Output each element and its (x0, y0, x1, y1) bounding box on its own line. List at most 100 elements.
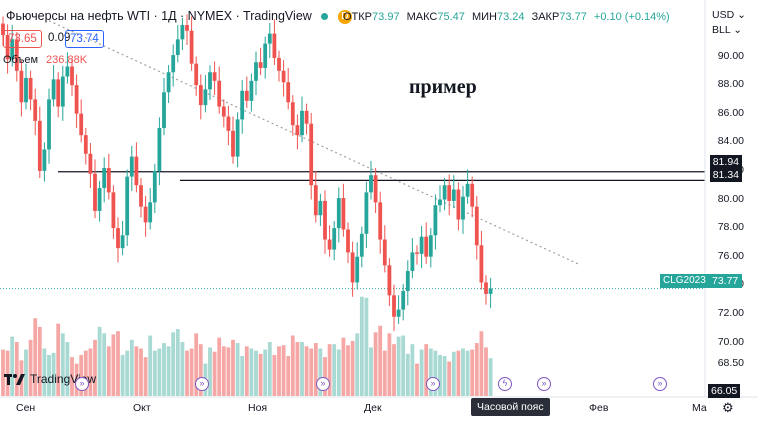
volume-bar (102, 333, 107, 396)
candle-body (267, 33, 272, 44)
volume-bar (5, 350, 10, 396)
lightning-event-icon[interactable]: ϟ (498, 377, 512, 391)
event-marker-icon[interactable]: » (653, 377, 667, 391)
price-tick-label: 88.00 (717, 78, 744, 91)
chart-annotation-text[interactable]: пример (409, 76, 477, 98)
candle-body (143, 206, 148, 223)
candle-body (341, 198, 346, 230)
volume-bar (116, 331, 120, 396)
candle-body (488, 288, 493, 294)
volume-bar (240, 356, 245, 396)
currency-selector[interactable]: USD ⌄ (712, 9, 746, 21)
volume-bar (106, 346, 111, 396)
candle-body (106, 168, 111, 193)
candle-body (97, 188, 102, 211)
volume-bar (401, 335, 406, 396)
price-tick-label: 84.00 (717, 135, 744, 148)
symbol-title[interactable]: Фьючерсы на нефть WTI · 1Д · NYMEX · Tra… (6, 9, 352, 24)
candles (1, 14, 493, 332)
candle-body (175, 39, 180, 56)
bid-price-button[interactable]: 73.65 (3, 30, 42, 48)
currency-label: USD (712, 9, 735, 21)
candle-body (484, 282, 488, 294)
axis-frame (0, 0, 758, 398)
volume-bar (111, 334, 116, 396)
candle-body (392, 295, 396, 317)
candle-body (83, 135, 88, 154)
candle-body (102, 168, 107, 189)
symbol-title-text: Фьючерсы на нефть WTI · 1Д · NYMEX · Tra… (6, 9, 312, 23)
price-tick-label: 90.00 (717, 49, 744, 62)
volume-bar (180, 342, 185, 396)
candle-body (447, 185, 452, 201)
candle-body (387, 265, 392, 296)
volume-bar (382, 350, 387, 396)
horizontal-lines[interactable] (0, 171, 705, 290)
candle-body (125, 176, 130, 236)
ask-price-button[interactable]: 73.74 (65, 30, 104, 48)
ohlc-low-value: 73.24 (496, 11, 525, 23)
volume-bar (410, 344, 415, 396)
volume-bar (272, 354, 277, 396)
volume-bar (290, 335, 295, 396)
market-status-dot-icon (321, 12, 329, 20)
candle-body (198, 85, 203, 106)
trendline-layer[interactable] (48, 20, 579, 265)
event-marker-icon[interactable]: » (75, 377, 89, 391)
volume-bar (93, 339, 97, 396)
spread-value: 0.09 (48, 32, 71, 44)
candle-body (152, 170, 157, 203)
dotted-trendline[interactable] (48, 20, 579, 265)
event-marker-icon[interactable]: » (195, 377, 209, 391)
volume-bar (258, 353, 263, 396)
volume-bar (267, 342, 272, 396)
volume-bar (474, 343, 479, 396)
volume-bar (143, 357, 148, 396)
volume-bar (148, 335, 153, 396)
volume-bar (428, 348, 433, 396)
unit-selector[interactable]: BLL ⌄ (712, 24, 742, 36)
volume-bar (162, 343, 166, 396)
candle-body (74, 85, 79, 114)
volume-bar (323, 357, 327, 396)
gear-icon[interactable]: ⚙ (722, 400, 734, 415)
candle-body (442, 185, 447, 200)
volume-bar (456, 350, 461, 396)
volume-bar (405, 353, 410, 396)
candle-body (88, 153, 93, 174)
volume-bar (221, 346, 226, 396)
event-marker-icon[interactable]: » (426, 377, 440, 391)
price-tick-label: 80.00 (717, 192, 744, 205)
volume-bar (465, 350, 470, 396)
candle-body (42, 149, 47, 171)
candle-body (405, 271, 410, 292)
candle-body (332, 228, 337, 250)
volume-bar (309, 348, 314, 396)
price-tick-label: 76.00 (717, 249, 744, 262)
event-marker-icon[interactable]: » (316, 377, 330, 391)
candle-body (180, 25, 185, 40)
candle-body (433, 205, 438, 236)
volume-legend[interactable]: Объем 236.88K (3, 54, 87, 66)
volume-bar (70, 357, 74, 396)
volume-bar (254, 350, 258, 396)
volume-bar (42, 348, 47, 396)
volume-bar (350, 340, 355, 396)
candle-body (221, 106, 226, 117)
volume-bar (217, 337, 222, 396)
data-status-badge[interactable]: D (337, 9, 352, 24)
volume-bar (396, 336, 401, 396)
volume-bar (433, 350, 438, 396)
volume-bar (442, 356, 447, 396)
volume-bar (231, 339, 235, 396)
candle-body (70, 66, 74, 86)
candle-body (263, 43, 268, 68)
candle-body (359, 233, 364, 257)
event-marker-icon[interactable]: » (537, 377, 551, 391)
time-tick-label: Дек (364, 402, 382, 414)
volume-bar (392, 344, 396, 396)
volume-bar (152, 350, 157, 396)
candle-body (465, 183, 470, 197)
volume-bar (479, 331, 484, 396)
